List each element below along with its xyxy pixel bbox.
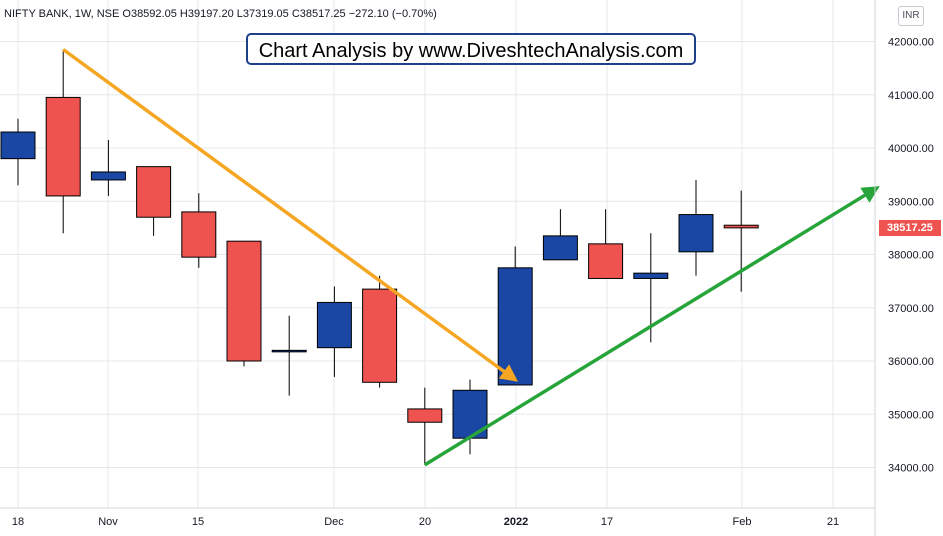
close-value: C38517.25: [291, 8, 346, 20]
candle: [542, 209, 578, 261]
x-tick-label: 15: [192, 516, 204, 528]
candle: [271, 315, 307, 396]
candle: [497, 246, 533, 386]
y-tick-label: 37000.00: [888, 303, 934, 315]
low-value: L37319.05: [236, 8, 289, 20]
candle-body-down: [588, 243, 624, 279]
time-axis[interactable]: 18 Nov 15 Dec 20 2022 17 Feb 21: [0, 507, 875, 528]
candle-body-down: [362, 288, 398, 383]
candle-body-down: [45, 96, 81, 197]
candle: [181, 193, 217, 268]
candle-body-up: [633, 272, 669, 279]
candle: [723, 190, 759, 292]
candle: [316, 286, 352, 377]
uptrend-arrow: [423, 186, 880, 467]
candle-body-up: [0, 131, 36, 160]
candle-body-up: [90, 171, 126, 181]
x-tick-label: 18: [12, 516, 24, 528]
y-tick-label: 41000.00: [888, 90, 934, 102]
change-value: −272.10 (−0.70%): [348, 8, 437, 20]
candle: [362, 275, 398, 388]
trend-lines: [62, 48, 880, 467]
currency-badge[interactable]: INR: [898, 6, 924, 26]
grid-lines: [0, 0, 875, 508]
open-value: O38592.05: [122, 8, 177, 20]
candle-body-down: [181, 211, 217, 258]
candles: [0, 49, 759, 465]
x-tick-label: 2022: [504, 516, 528, 528]
price-axis[interactable]: 34000.00 35000.00 36000.00 37000.00 38000.00…: [874, 0, 934, 536]
x-tick-label: Feb: [733, 516, 752, 528]
x-tick-label: 21: [827, 516, 839, 528]
candle: [0, 118, 36, 186]
candle-body-down: [407, 408, 443, 423]
candle: [136, 166, 172, 236]
y-tick-label: 42000.00: [888, 37, 934, 49]
candle-body-up: [316, 301, 352, 349]
last-price-label: 38517.25: [879, 220, 941, 236]
downtrend-arrow: [62, 48, 519, 382]
candle-body-up: [542, 235, 578, 261]
watermark-banner: Chart Analysis by www.DiveshtechAnalysis…: [246, 33, 696, 65]
candle-body-up: [271, 349, 307, 353]
x-tick-label: Dec: [324, 516, 344, 528]
x-tick-label: 20: [419, 516, 431, 528]
candle-body-up: [497, 267, 533, 386]
symbol-name[interactable]: NIFTY BANK, 1W, NSE: [4, 8, 120, 20]
candle: [678, 179, 714, 276]
y-tick-label: 39000.00: [888, 196, 934, 208]
candle: [45, 49, 81, 234]
y-tick-label: 38000.00: [888, 250, 934, 262]
candle: [407, 387, 443, 465]
x-tick-label: Nov: [98, 516, 118, 528]
x-tick-label: 17: [601, 516, 613, 528]
candle-body-down: [136, 166, 172, 218]
candle-body-down: [723, 224, 759, 229]
symbol-info: NIFTY BANK, 1W, NSE O38592.05 H39197.20 …: [4, 8, 437, 20]
candle: [633, 233, 669, 343]
candle: [588, 209, 624, 279]
y-tick-label: 40000.00: [888, 143, 934, 155]
candle: [90, 140, 126, 196]
candle: [226, 240, 262, 367]
candle-body-up: [678, 214, 714, 253]
candle-body-down: [226, 240, 262, 362]
y-tick-label: 35000.00: [888, 409, 934, 421]
y-tick-label: 34000.00: [888, 463, 934, 475]
y-tick-label: 36000.00: [888, 356, 934, 368]
high-value: H39197.20: [179, 8, 234, 20]
